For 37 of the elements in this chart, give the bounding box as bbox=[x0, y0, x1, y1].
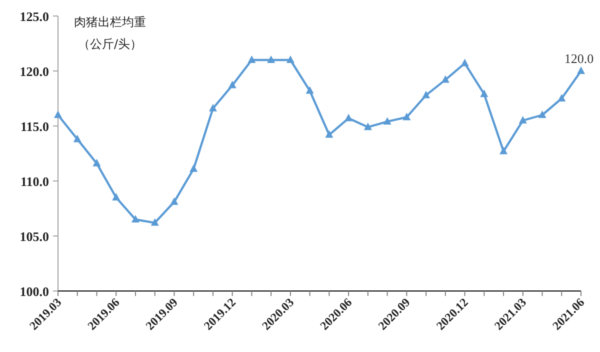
point bbox=[538, 110, 546, 118]
point bbox=[286, 56, 294, 63]
y-tick-label: 125.0 bbox=[20, 9, 49, 24]
point bbox=[441, 75, 450, 83]
point bbox=[208, 104, 217, 112]
point bbox=[112, 193, 120, 200]
y-tick-label: 115.0 bbox=[20, 119, 49, 134]
point bbox=[500, 146, 508, 154]
point bbox=[518, 116, 527, 124]
point bbox=[267, 56, 276, 63]
point bbox=[170, 197, 178, 205]
point bbox=[190, 164, 198, 172]
point bbox=[228, 80, 236, 88]
text: （公斤/头） bbox=[78, 37, 142, 51]
y-tick-label: 110.0 bbox=[20, 174, 49, 189]
point bbox=[577, 66, 585, 74]
point bbox=[92, 158, 101, 166]
point bbox=[558, 94, 566, 102]
point bbox=[54, 110, 62, 118]
point bbox=[306, 86, 314, 94]
point bbox=[480, 90, 488, 98]
point bbox=[73, 134, 82, 142]
y-tick-label: 120.0 bbox=[20, 64, 49, 79]
point bbox=[344, 114, 353, 122]
point bbox=[325, 130, 334, 138]
point bbox=[460, 58, 469, 66]
point bbox=[422, 90, 430, 98]
point bbox=[383, 117, 392, 125]
chart-title: 肉猪出栏均重 bbox=[74, 15, 146, 29]
point bbox=[402, 112, 411, 120]
point bbox=[131, 215, 140, 222]
data-label: 120.0 bbox=[564, 51, 594, 66]
point bbox=[364, 122, 372, 130]
point bbox=[150, 218, 159, 226]
point bbox=[248, 56, 256, 63]
y-tick-label: 100.0 bbox=[20, 284, 49, 299]
y-tick-label: 105.0 bbox=[20, 229, 49, 244]
